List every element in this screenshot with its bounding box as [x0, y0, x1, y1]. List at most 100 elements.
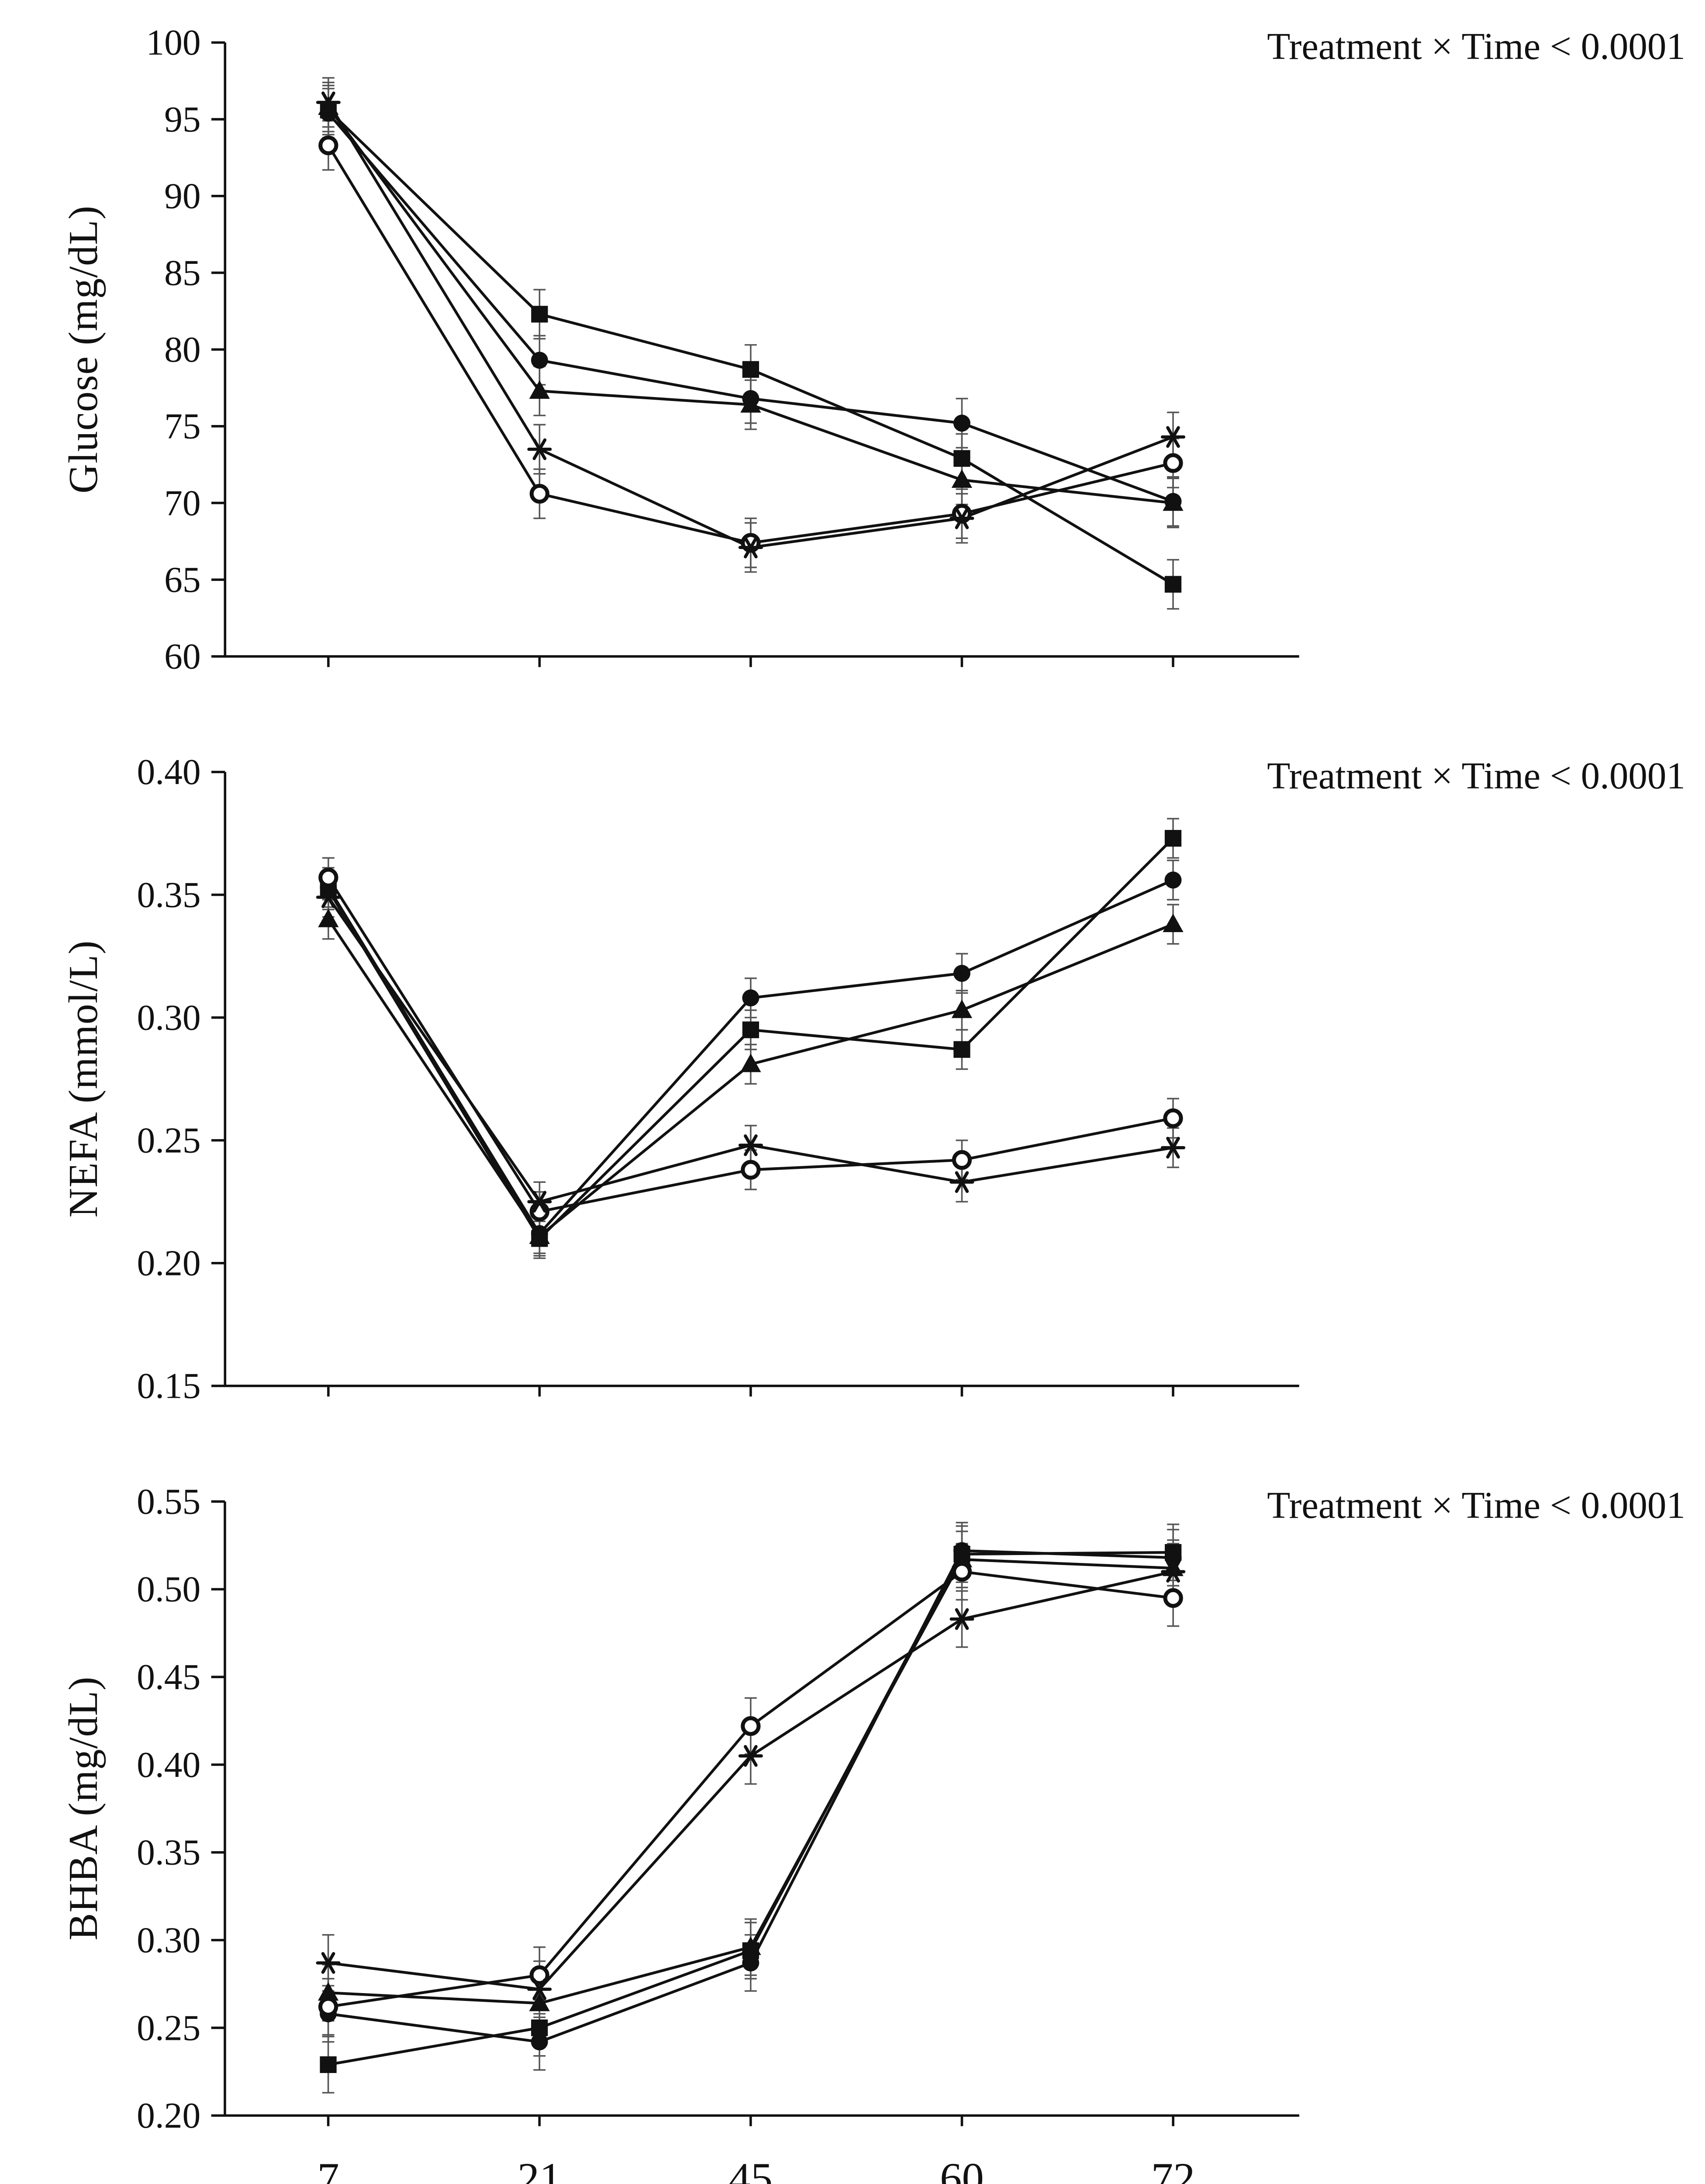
marker-triangle-filled: [529, 1992, 550, 2011]
marker-circle-open: [741, 1160, 761, 1180]
y-tick-label: 95: [164, 100, 200, 140]
marker-asterisk: [949, 1608, 974, 1630]
y-tick-label: 0.20: [137, 1244, 201, 1284]
y-tick-label: 0.30: [137, 1920, 200, 1960]
marker-circle-filled: [320, 104, 337, 122]
marker-square-filled: [531, 306, 548, 323]
marker-asterisk: [1161, 426, 1186, 448]
series-markers-mpel-25: [318, 909, 1184, 1244]
y-tick-label: 65: [164, 560, 200, 600]
marker-asterisk: [1161, 1561, 1186, 1583]
marker-circle-open: [529, 484, 549, 504]
y-tick-label: 0.35: [137, 875, 201, 915]
y-tick-label: 0.40: [137, 752, 201, 792]
marker-circle-filled: [531, 1225, 548, 1242]
x-tick-label: 21: [518, 2154, 562, 2184]
marker-square-filled: [742, 361, 759, 378]
axes: [224, 772, 1299, 1387]
marker-triangle-filled: [740, 1936, 761, 1955]
series-line-mper-50: [327, 101, 1174, 549]
y-tick-label: 85: [164, 253, 200, 293]
marker-asterisk: [316, 91, 341, 114]
marker-circle-open: [952, 1150, 972, 1170]
series-markers-mper-25: [318, 867, 1183, 1222]
series-line-mpel-50: [327, 112, 1174, 503]
y-axis-ticks: 60 65 70 75 80 85 90 95 100: [146, 23, 225, 677]
series-markers-control: [320, 1544, 1182, 2073]
marker-triangle-filled: [1163, 913, 1184, 933]
marker-circle-filled: [531, 2033, 548, 2051]
bhba-panel: Treatment × Time < 0.0001 BHBA (mg/dL) 0…: [0, 1459, 1705, 2184]
marker-asterisk: [527, 1978, 552, 2000]
marker-circle-open: [318, 1997, 338, 2017]
marker-circle-open: [318, 867, 338, 888]
marker-circle-open: [1163, 453, 1183, 473]
series-markers-mper-50: [316, 91, 1186, 559]
marker-circle-filled: [531, 352, 548, 369]
y-tick-label: 0.25: [137, 1120, 201, 1161]
x-axis-ticks: [327, 656, 1174, 667]
x-axis-ticks: [327, 1386, 1174, 1397]
marker-asterisk: [738, 536, 763, 559]
marker-square-filled: [953, 1041, 970, 1058]
y-tick-label: 0.35: [137, 1833, 200, 1873]
y-tick-label: 80: [164, 330, 200, 370]
marker-asterisk: [949, 1171, 974, 1193]
marker-square-filled: [742, 1021, 759, 1038]
marker-asterisk: [527, 1191, 552, 1213]
y-axis-ticks: 0.15 0.20 0.25 0.30 0.35 0.40: [137, 752, 225, 1406]
marker-circle-filled: [742, 1954, 759, 1972]
series-markers-mper-50: [316, 886, 1186, 1213]
y-tick-label: 70: [164, 483, 200, 523]
series-markers-mper-50: [316, 1561, 1186, 2000]
series-markers-mpel-50: [320, 104, 1182, 510]
y-axis-ticks: 0.20 0.25 0.30 0.35 0.40 0.45 0.50 0.55: [137, 1482, 225, 2136]
y-tick-label: 0.45: [137, 1657, 200, 1697]
marker-square-filled: [1164, 576, 1182, 593]
marker-square-filled: [1164, 830, 1182, 847]
marker-triangle-filled: [951, 469, 973, 488]
marker-asterisk: [1161, 1137, 1186, 1159]
marker-circle-open: [952, 1562, 972, 1582]
y-tick-label: 90: [164, 176, 200, 217]
series-line-mper-25: [327, 145, 1173, 544]
series-line-mpel-25: [327, 106, 1173, 505]
y-tick-label: 0.40: [137, 1745, 200, 1785]
bhba-chart: 0.200.250.300.350.400.450.500.557 21 45 60 7…: [137, 1482, 1299, 2184]
nefa-panel: Treatment × Time < 0.0001 NEFA (mmol/L) …: [0, 729, 1705, 1444]
x-axis-ticks: 7 21 45 60 72: [317, 2115, 1195, 2184]
marker-circle-open: [318, 135, 338, 156]
y-tick-label: 0.55: [137, 1482, 200, 1522]
y-axis-title-nefa: NEFA (mmol/L): [61, 940, 106, 1218]
nefa-chart: 0.15 0.20 0.25 0.30 0.35 0.40: [137, 752, 1299, 1406]
marker-circle-filled: [742, 390, 759, 408]
marker-triangle-filled: [740, 1054, 761, 1072]
marker-triangle-filled: [318, 1982, 339, 2001]
marker-asterisk: [316, 1952, 341, 1974]
y-tick-label: 0.20: [137, 2096, 200, 2136]
series-markers-mpel-25: [318, 96, 1184, 511]
marker-triangle-filled: [529, 380, 550, 399]
marker-asterisk: [527, 438, 552, 460]
marker-triangle-filled: [951, 999, 973, 1018]
y-tick-label: 0.50: [137, 1569, 200, 1610]
marker-circle-open: [741, 1716, 761, 1736]
x-tick-label: 60: [940, 2154, 984, 2184]
marker-circle-filled: [953, 1542, 971, 1559]
marker-circle-open: [1163, 1588, 1183, 1608]
glucose-chart: 60 65 70 75 80 85 90 95 100: [146, 23, 1299, 677]
error-bars: [322, 1522, 1180, 2094]
marker-asterisk: [949, 507, 974, 529]
marker-circle-filled: [1164, 871, 1182, 889]
stats-annotation: Treatment × Time < 0.0001: [1267, 25, 1685, 67]
stats-annotation: Treatment × Time < 0.0001: [1267, 754, 1685, 797]
stats-annotation: Treatment × Time < 0.0001: [1267, 1484, 1685, 1526]
y-tick-label: 0.25: [137, 2008, 200, 2048]
y-axis-title-glucose: Glucose (mg/dL): [61, 205, 106, 494]
marker-triangle-filled: [318, 909, 339, 927]
marker-asterisk: [316, 886, 341, 908]
marker-circle-filled: [742, 989, 759, 1007]
marker-asterisk: [738, 1745, 763, 1767]
x-tick-label: 72: [1151, 2154, 1195, 2184]
